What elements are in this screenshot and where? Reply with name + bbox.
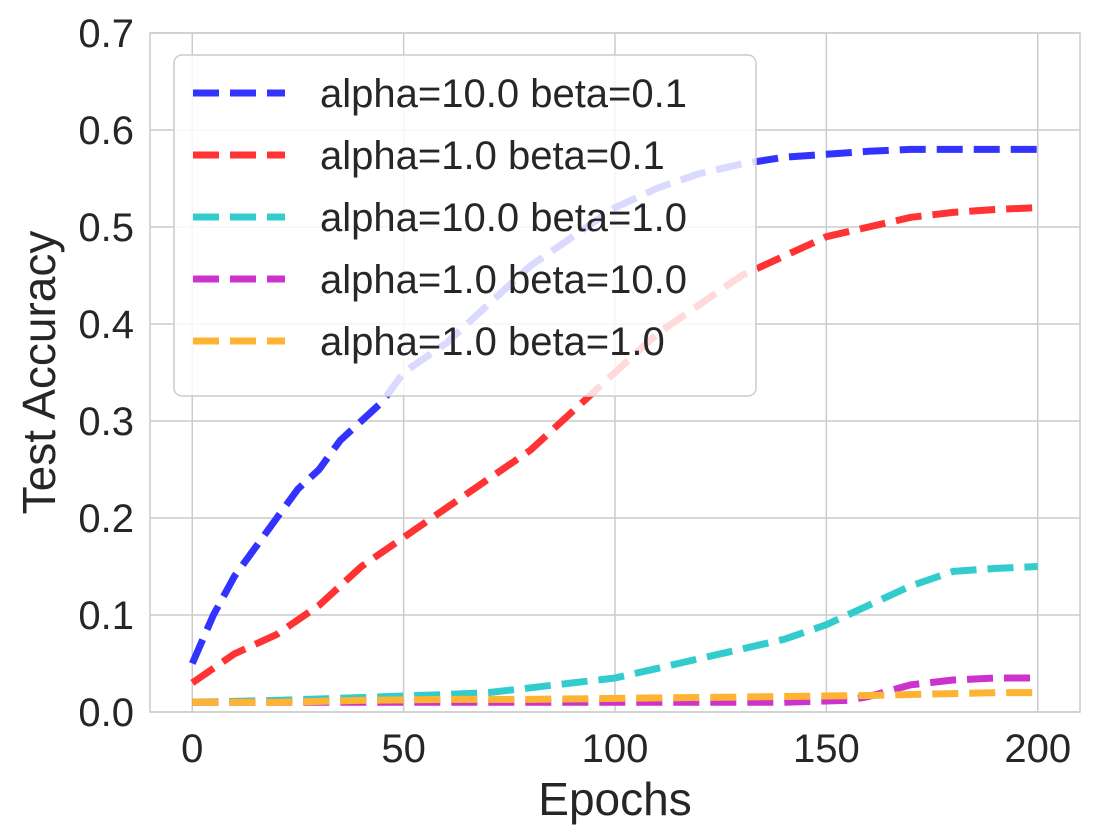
series-line-5 — [192, 689, 1038, 706]
x-tick-label: 150 — [793, 727, 860, 771]
x-tick-label: 50 — [381, 727, 426, 771]
legend-item: alpha=1.0 beta=1.0 — [193, 320, 665, 364]
y-axis-label: Test Accuracy — [13, 231, 65, 515]
x-axis-ticks: 0 50 100 150 200 — [181, 727, 1071, 771]
legend-label: alpha=10.0 beta=1.0 — [320, 196, 687, 240]
legend-label: alpha=1.0 beta=10.0 — [320, 258, 687, 302]
x-axis-label: Epochs — [538, 773, 691, 825]
y-axis-ticks: 0.0 0.1 0.2 0.3 0.4 0.5 0.6 0.7 — [78, 12, 134, 735]
legend-label: alpha=1.0 beta=0.1 — [320, 134, 665, 178]
y-tick-label: 0.7 — [78, 12, 134, 56]
x-tick-label: 200 — [1004, 727, 1071, 771]
legend-item: alpha=10.0 beta=0.1 — [193, 72, 687, 116]
legend: alpha=10.0 beta=0.1 alpha=1.0 beta=0.1 alp… — [173, 54, 757, 397]
legend-item: alpha=1.0 beta=10.0 — [193, 258, 687, 302]
plot-frame — [149, 32, 1081, 713]
legend-item: alpha=1.0 beta=0.1 — [193, 134, 665, 178]
legend-box — [173, 54, 757, 397]
y-tick-label: 0.3 — [78, 400, 134, 444]
y-tick-label: 0.5 — [78, 206, 134, 250]
legend-label: alpha=1.0 beta=1.0 — [320, 320, 665, 364]
y-tick-label: 0.2 — [78, 497, 134, 541]
x-tick-label: 100 — [582, 727, 649, 771]
legend-item: alpha=10.0 beta=1.0 — [193, 196, 687, 240]
y-tick-label: 0.0 — [78, 691, 134, 735]
y-tick-label: 0.6 — [78, 109, 134, 153]
series-line-3 — [192, 563, 1038, 706]
y-tick-label: 0.1 — [78, 594, 134, 638]
legend-label: alpha=10.0 beta=0.1 — [320, 72, 687, 116]
x-tick-label: 0 — [181, 727, 203, 771]
y-tick-label: 0.4 — [78, 303, 134, 347]
